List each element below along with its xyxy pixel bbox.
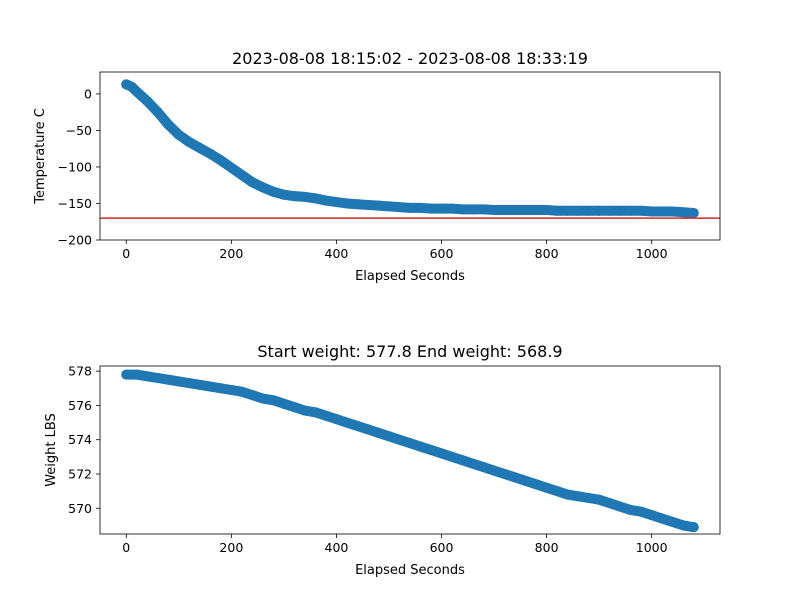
temperature-y-tick-label: −200	[58, 233, 92, 248]
weight-x-axis-label: Elapsed Seconds	[355, 563, 465, 578]
temperature-x-tick-label: 200	[219, 246, 243, 261]
temperature-y-axis-label: Temperature C	[33, 108, 48, 205]
temperature-y-tick-label: −50	[66, 123, 92, 138]
weight-x-tick-label: 1000	[636, 540, 668, 555]
temperature-x-tick-label: 1000	[636, 246, 668, 261]
weight-data-points	[121, 369, 699, 533]
temperature-x-tick-label: 400	[325, 246, 349, 261]
weight-y-tick-label: 570	[68, 501, 92, 516]
weight-plot-frame	[99, 365, 721, 535]
temperature-x-tick-label: 800	[535, 246, 559, 261]
temperature-data-points	[121, 79, 699, 218]
weight-y-tick-label: 572	[68, 467, 92, 482]
temperature-chart: 2023-08-08 18:15:02 - 2023-08-08 18:33:1…	[33, 49, 721, 284]
weight-x-tick-label: 600	[430, 540, 454, 555]
weight-x-tick-label: 0	[122, 540, 130, 555]
weight-y-axis-label: Weight LBS	[44, 413, 59, 487]
temperature-y-tick-label: −150	[58, 196, 92, 211]
weight-x-tick-label: 800	[535, 540, 559, 555]
weight-y-tick-label: 576	[68, 398, 92, 413]
weight-chart-title: Start weight: 577.8 End weight: 568.9	[257, 342, 562, 361]
temperature-x-axis-label: Elapsed Seconds	[355, 269, 465, 284]
temperature-plot-frame	[99, 71, 721, 241]
weight-x-tick-label: 200	[219, 540, 243, 555]
temperature-x-tick-label: 0	[122, 246, 130, 261]
weight-x-tick-label: 400	[325, 540, 349, 555]
weight-y-tick-label: 574	[68, 432, 92, 447]
temperature-data-series	[121, 79, 699, 218]
temperature-x-tick-label: 600	[430, 246, 454, 261]
weight-y-tick-label: 578	[68, 364, 92, 379]
temperature-y-tick-label: 0	[84, 86, 92, 101]
temperature-chart-title: 2023-08-08 18:15:02 - 2023-08-08 18:33:1…	[232, 49, 588, 68]
temperature-y-tick-label: −100	[58, 159, 92, 174]
weight-chart: Start weight: 577.8 End weight: 568.9 El…	[44, 342, 721, 578]
weight-data-series	[121, 369, 699, 533]
